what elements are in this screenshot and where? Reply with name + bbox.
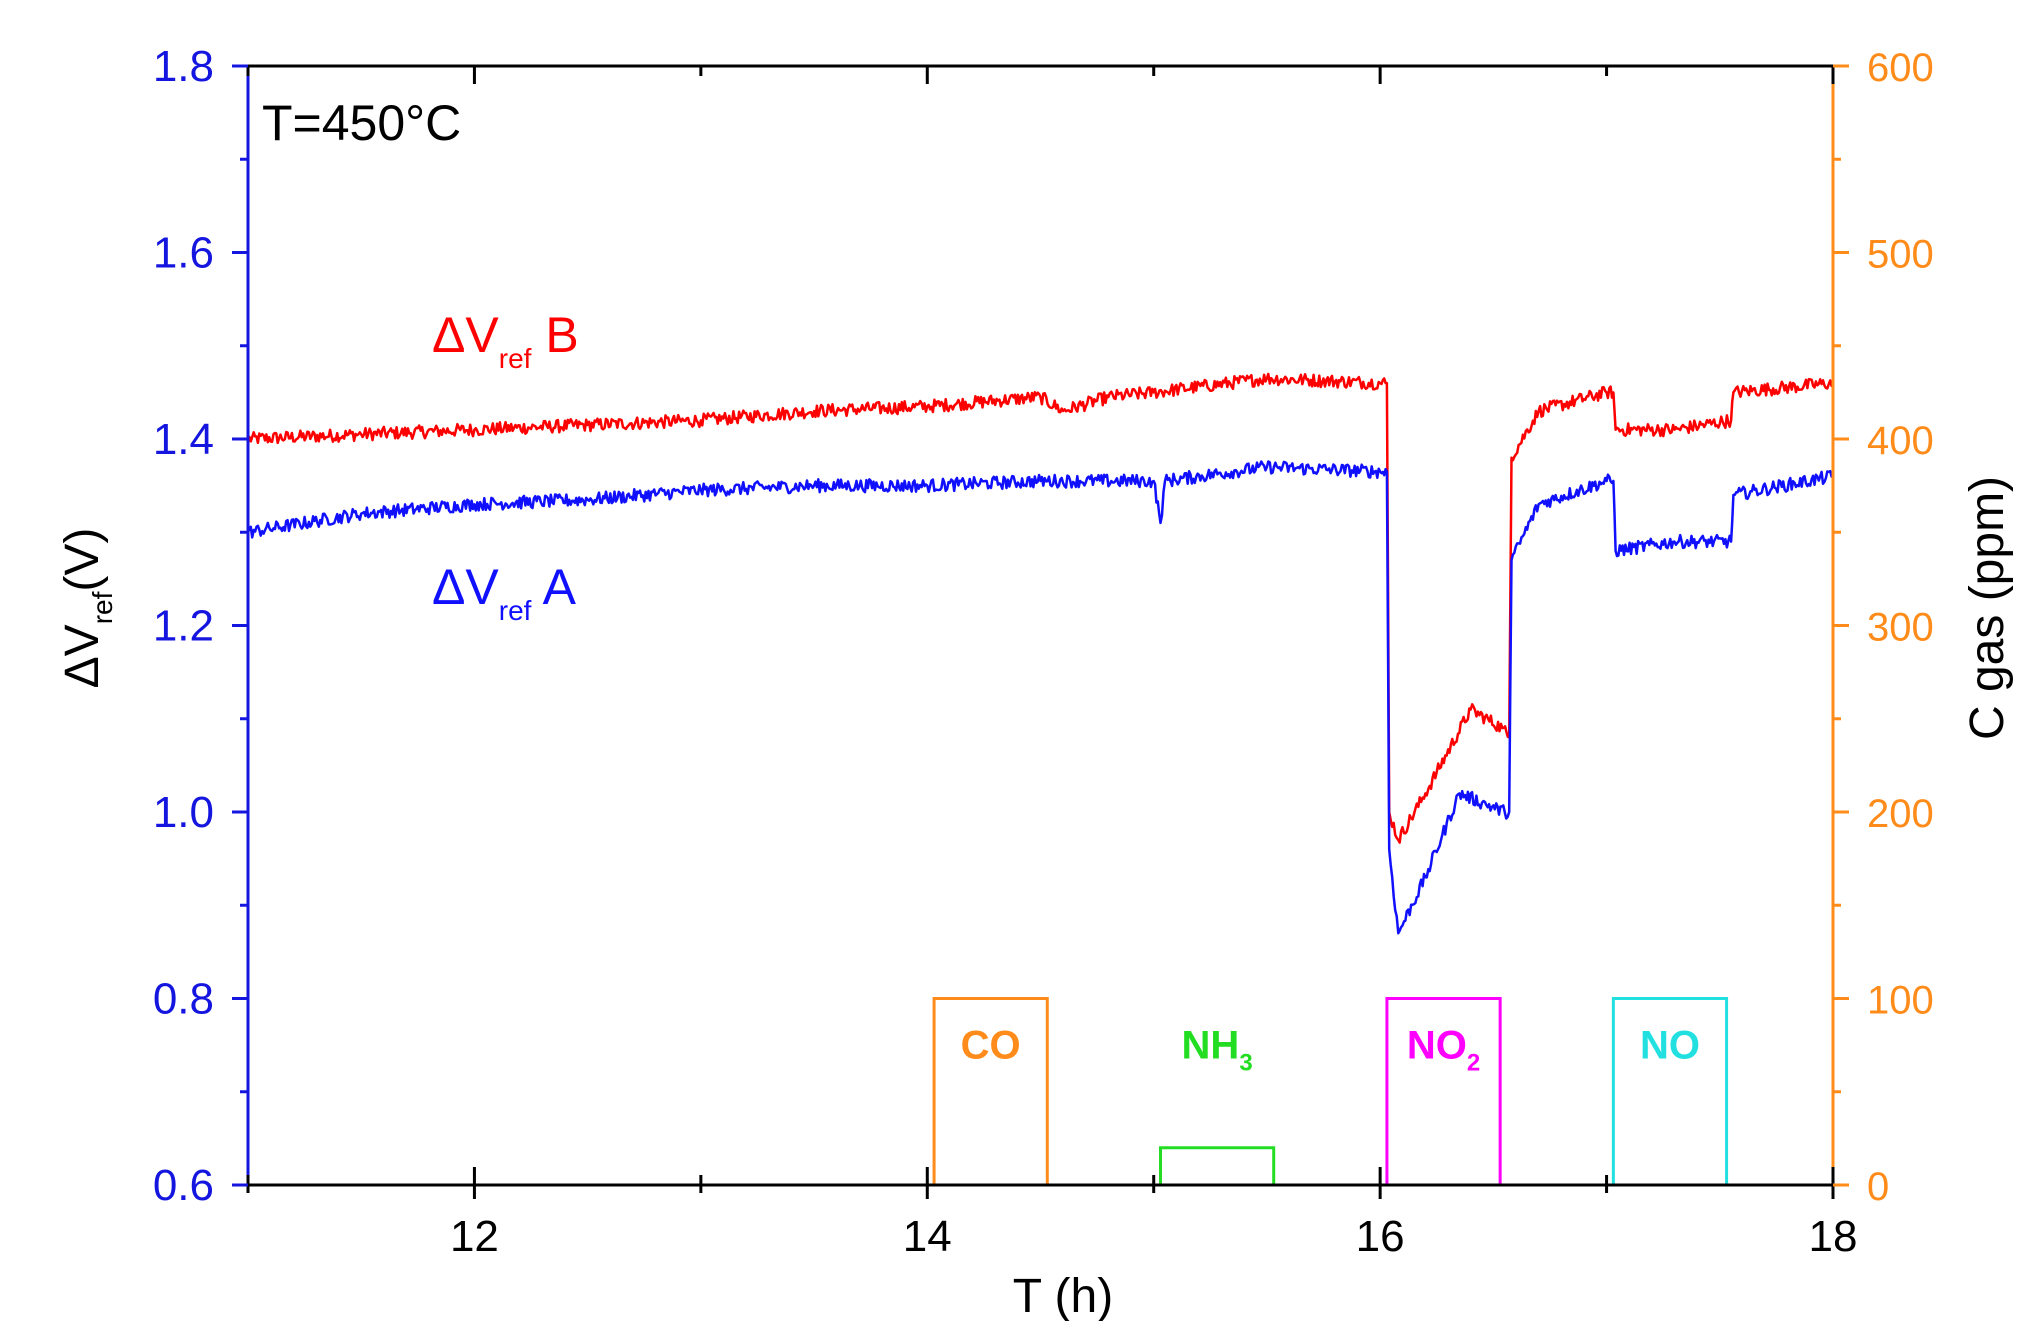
y-left-tick-label: 1.8 [153, 42, 214, 91]
series-line-b [246, 372, 1835, 844]
x-tick-label: 14 [903, 1212, 952, 1261]
y-right-tick-label: 500 [1867, 233, 1934, 277]
gas-pulse-layer: CO NH3 NO2 NO [932, 997, 1729, 1185]
series-line-a [246, 460, 1834, 935]
gas-pulse-2 [1159, 1146, 1276, 1185]
gas-pulse-1 [932, 997, 1049, 1185]
y-axis-right-title: C gas (ppm) [1961, 476, 2014, 740]
gas-pulse-label: NO2 [1407, 1024, 1480, 1077]
y-right-tick-label: 600 [1867, 46, 1934, 90]
y-axis-left-title: ΔVref(V) [56, 528, 118, 689]
gas-pulse-4 [1611, 997, 1729, 1185]
y-left-tick-label: 1.2 [153, 602, 214, 651]
gas-pulse-3 [1385, 997, 1502, 1185]
y-right-tick-label: 300 [1867, 606, 1934, 650]
gas-subscript: 3 [1239, 1050, 1252, 1077]
temperature-annotation: T=450°C [262, 95, 461, 151]
gas-pulse-label: NH3 [1182, 1024, 1253, 1077]
series-layer [246, 372, 1835, 935]
x-axis-title: T (h) [1013, 1270, 1113, 1321]
y-left-tick-label: 1.4 [153, 415, 214, 464]
y-right-tick-label: 0 [1867, 1165, 1889, 1209]
y-left-tick-label: 1.0 [153, 788, 214, 837]
gas-pulse-label: NO [1640, 1024, 1700, 1068]
x-tick-label: 16 [1356, 1212, 1405, 1261]
gas-name: CO [961, 1024, 1021, 1068]
series-b-label: ΔVref B [432, 307, 579, 374]
series-a-label: ΔVref A [432, 559, 577, 626]
gas-name: NH [1182, 1024, 1240, 1068]
gas-pulse-label: CO [961, 1024, 1021, 1068]
y-left-tick-label: 1.6 [153, 229, 214, 278]
gas-name: NO [1640, 1024, 1700, 1068]
axes-layer: 12 14 16 18 0.6 0.8 1.0 1.2 1.4 1.6 1.8 0 100 200 300 4… [153, 42, 1934, 1261]
gas-name: NO [1407, 1024, 1467, 1068]
x-tick-label: 18 [1809, 1212, 1858, 1261]
x-tick-label: 12 [450, 1212, 499, 1261]
gas-subscript: 2 [1467, 1050, 1480, 1077]
y-right-tick-label: 400 [1867, 419, 1934, 463]
y-right-tick-label: 100 [1867, 979, 1934, 1023]
y-left-tick-label: 0.6 [153, 1161, 214, 1210]
y-right-tick-label: 200 [1867, 792, 1934, 836]
y-left-tick-label: 0.8 [153, 975, 214, 1024]
